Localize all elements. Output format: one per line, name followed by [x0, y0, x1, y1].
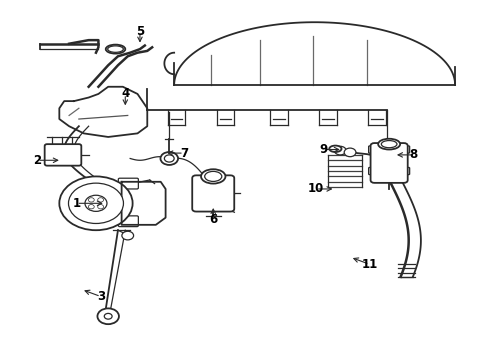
Text: 2: 2	[33, 154, 41, 167]
Ellipse shape	[378, 139, 400, 149]
FancyBboxPatch shape	[118, 216, 138, 226]
Circle shape	[98, 198, 103, 202]
Circle shape	[88, 204, 94, 209]
Ellipse shape	[329, 145, 342, 152]
Circle shape	[104, 314, 112, 319]
FancyBboxPatch shape	[370, 143, 408, 183]
Circle shape	[59, 176, 133, 230]
FancyBboxPatch shape	[192, 175, 234, 212]
Text: 5: 5	[136, 25, 144, 38]
Circle shape	[69, 183, 123, 224]
Circle shape	[334, 146, 346, 155]
Polygon shape	[122, 182, 166, 225]
Circle shape	[98, 204, 103, 209]
Text: 9: 9	[319, 143, 327, 156]
Text: 11: 11	[362, 258, 378, 271]
Ellipse shape	[106, 45, 125, 54]
Text: 8: 8	[410, 148, 417, 161]
Circle shape	[122, 231, 134, 240]
FancyBboxPatch shape	[368, 146, 410, 153]
FancyBboxPatch shape	[45, 144, 81, 166]
Circle shape	[88, 198, 94, 202]
FancyBboxPatch shape	[118, 178, 138, 189]
Text: 4: 4	[121, 87, 129, 100]
Circle shape	[98, 309, 119, 324]
Ellipse shape	[201, 169, 225, 184]
Text: 6: 6	[209, 213, 218, 226]
Circle shape	[85, 195, 107, 211]
Circle shape	[160, 152, 178, 165]
Polygon shape	[59, 87, 147, 137]
Circle shape	[344, 148, 356, 157]
FancyBboxPatch shape	[368, 167, 410, 175]
Ellipse shape	[381, 140, 397, 148]
Text: 3: 3	[97, 290, 105, 303]
Ellipse shape	[205, 171, 222, 181]
Text: 7: 7	[180, 147, 188, 159]
Text: 10: 10	[308, 183, 324, 195]
Ellipse shape	[108, 46, 123, 52]
Circle shape	[164, 155, 174, 162]
Text: 1: 1	[73, 197, 80, 210]
